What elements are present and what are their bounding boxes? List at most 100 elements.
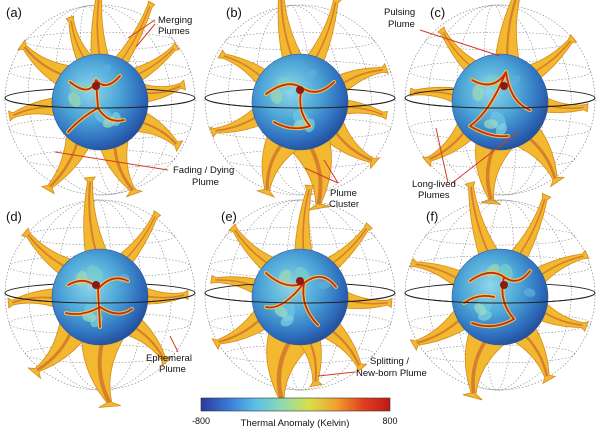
plume <box>323 222 373 272</box>
plume-core-streak <box>88 181 98 254</box>
core-anomaly-blob <box>472 85 484 101</box>
plume-group <box>209 0 389 211</box>
annotation-fading: Fading / Dying Plume <box>173 165 234 188</box>
annotation-ephemeral-line2: Plume <box>159 364 186 375</box>
annotation-merging-line2: Plumes <box>158 26 190 37</box>
panel-f <box>404 181 596 401</box>
panel-label-d: (d) <box>6 209 22 224</box>
annotation-splitting-line1: Splitting / <box>370 356 409 367</box>
annotation-lines <box>54 19 519 377</box>
plume <box>211 304 271 351</box>
plume-core-streak <box>280 0 294 59</box>
panel-b <box>204 0 396 211</box>
plume <box>305 0 342 65</box>
core-sphere <box>51 53 149 151</box>
panel-label-e: (e) <box>221 209 237 224</box>
equator-ring-front <box>204 292 396 304</box>
plume <box>141 285 189 305</box>
core-hot-streaks-red <box>469 71 531 138</box>
plume <box>116 210 162 266</box>
core-anomaly-blob <box>270 88 282 104</box>
annotation-merging-line1: Merging <box>158 15 192 26</box>
panel-e <box>204 184 396 406</box>
colorbar-bar <box>200 397 391 412</box>
panel-label-f: (f) <box>426 209 438 224</box>
colorbar: -800 800 Thermal Anomaly (Kelvin) <box>192 397 398 429</box>
core-anomaly-blob <box>495 123 507 137</box>
annotation-pulsing-line2: Plume <box>388 19 415 30</box>
plume-core-streak <box>313 2 337 61</box>
plume <box>217 49 269 88</box>
core-anomaly-blob <box>280 315 294 327</box>
annotation-ephemeral: Ephemeral Plume <box>146 353 192 375</box>
plume <box>409 304 471 352</box>
core-junction <box>92 82 100 90</box>
core-anomaly-blob <box>101 64 111 76</box>
plume <box>475 139 518 205</box>
colorbar-min-label: -800 <box>192 416 210 426</box>
annotation-fading-line1: Fading / Dying <box>173 165 234 176</box>
plume <box>98 133 144 198</box>
core-sphere <box>51 248 149 346</box>
core-anomaly-blob <box>474 303 487 316</box>
core-hot-streaks-red <box>65 277 133 328</box>
core-anomaly-blob <box>87 265 103 281</box>
core-anomaly-blob <box>523 288 536 297</box>
panel-a <box>4 0 196 198</box>
panel-label-c: (c) <box>430 5 445 20</box>
equator-ring-front <box>4 292 196 304</box>
plume <box>340 289 393 310</box>
equator-ring-front <box>204 97 396 109</box>
plume <box>40 128 92 195</box>
core-junction <box>296 277 304 285</box>
core-anomaly-blob <box>278 269 292 285</box>
annotation-cluster: Plume Cluster <box>329 188 359 210</box>
core-sphere <box>251 53 349 151</box>
plume <box>533 249 590 287</box>
core-anomaly-blob <box>306 69 317 80</box>
annotation-cluster-line1: Plume <box>330 188 357 199</box>
annotation-longlived: Long-lived Plumes <box>412 179 456 201</box>
core-junction <box>500 82 508 90</box>
plume-core-streak <box>96 0 101 59</box>
core-sphere <box>251 248 349 346</box>
core-junction <box>500 281 508 289</box>
core-anomaly-blob <box>484 119 498 129</box>
plume <box>277 0 304 61</box>
plume-core-streak <box>517 198 546 258</box>
annotation-fading-line2: Plume <box>192 177 219 188</box>
plume-core-streak <box>119 6 151 64</box>
core-anomaly-blob <box>318 280 330 290</box>
annotation-longlived-line2: Plumes <box>418 190 450 201</box>
core-anomaly-blob <box>274 306 288 318</box>
plume <box>437 26 480 74</box>
annotation-ephemeral-line1: Ephemeral <box>146 353 192 364</box>
core-hot-streaks-red <box>67 75 125 133</box>
panel-d <box>4 176 196 408</box>
plume-group <box>8 0 187 198</box>
panel-label-b: (b) <box>226 5 242 20</box>
annotation-pulsing: Pulsing Plume <box>384 7 415 30</box>
equator-ring-front <box>404 292 596 304</box>
plume <box>409 86 460 105</box>
plume-core-streak <box>470 186 490 255</box>
equator-ring-front <box>4 97 196 109</box>
plume <box>228 223 278 273</box>
plume <box>81 334 127 408</box>
colorbar-max-label: 800 <box>382 416 397 426</box>
panel-label-a: (a) <box>6 5 22 20</box>
core-sphere <box>451 248 549 346</box>
colorbar-title: Thermal Anomaly (Kelvin) <box>241 418 350 429</box>
core-hot-streaks-red <box>463 270 531 328</box>
equator-ring-front <box>404 97 596 109</box>
plume <box>495 0 520 62</box>
core-junction <box>92 281 100 289</box>
core-sphere <box>451 53 549 151</box>
annotation-cluster-line2: Cluster <box>329 199 359 210</box>
annotation-merging: Merging Plumes <box>158 15 192 37</box>
plume-core-streak <box>506 0 517 59</box>
panel-c <box>404 0 596 205</box>
annotation-pulsing-line1: Pulsing <box>384 7 415 18</box>
annotation-splitting: Splitting / New-born Plume <box>356 356 427 379</box>
core-junction <box>296 86 304 94</box>
